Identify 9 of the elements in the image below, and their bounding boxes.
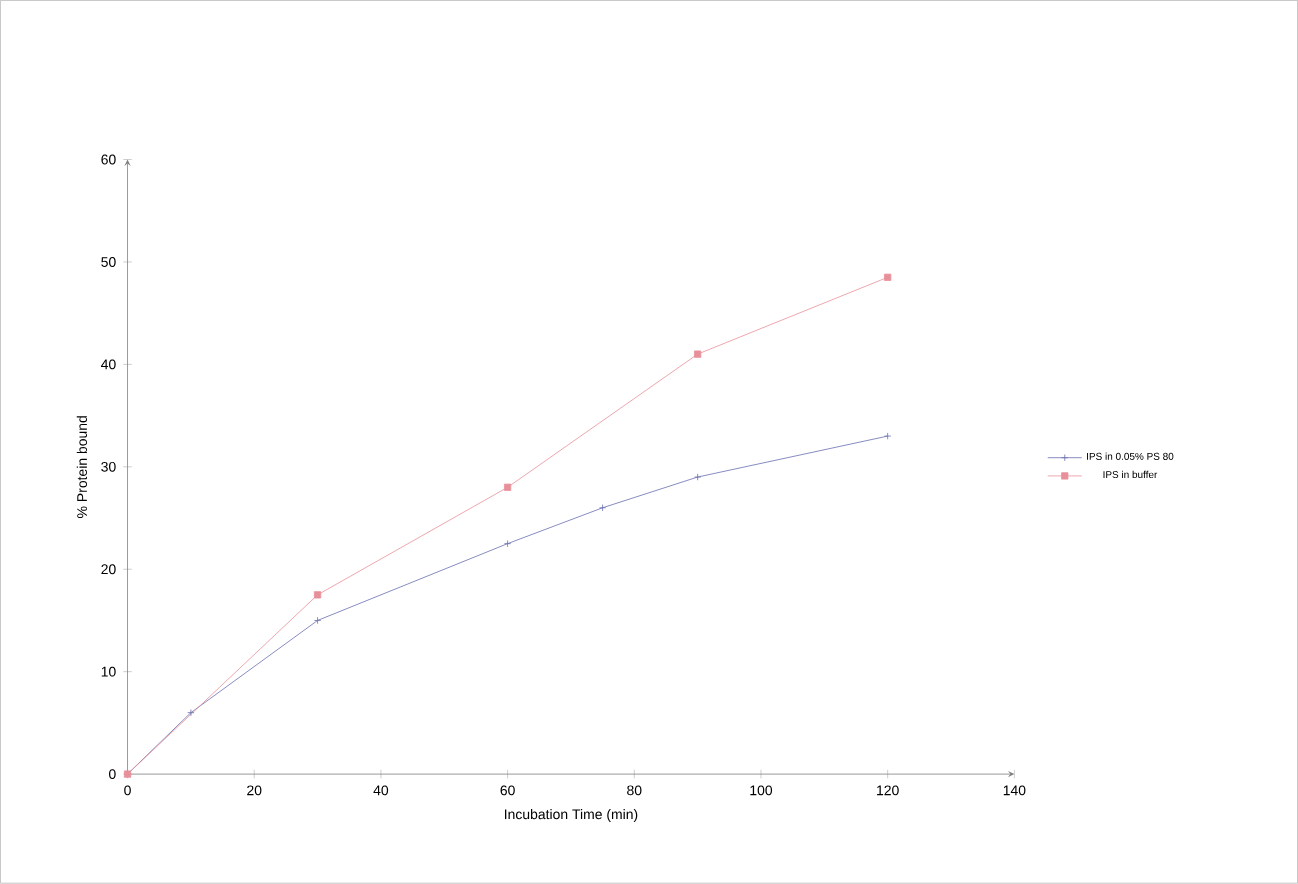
point xyxy=(187,709,195,717)
point xyxy=(504,483,512,492)
point xyxy=(884,273,892,282)
point xyxy=(694,473,702,481)
point xyxy=(599,504,607,512)
point xyxy=(313,617,322,625)
point xyxy=(313,591,322,599)
point xyxy=(504,540,512,548)
point xyxy=(694,350,702,358)
